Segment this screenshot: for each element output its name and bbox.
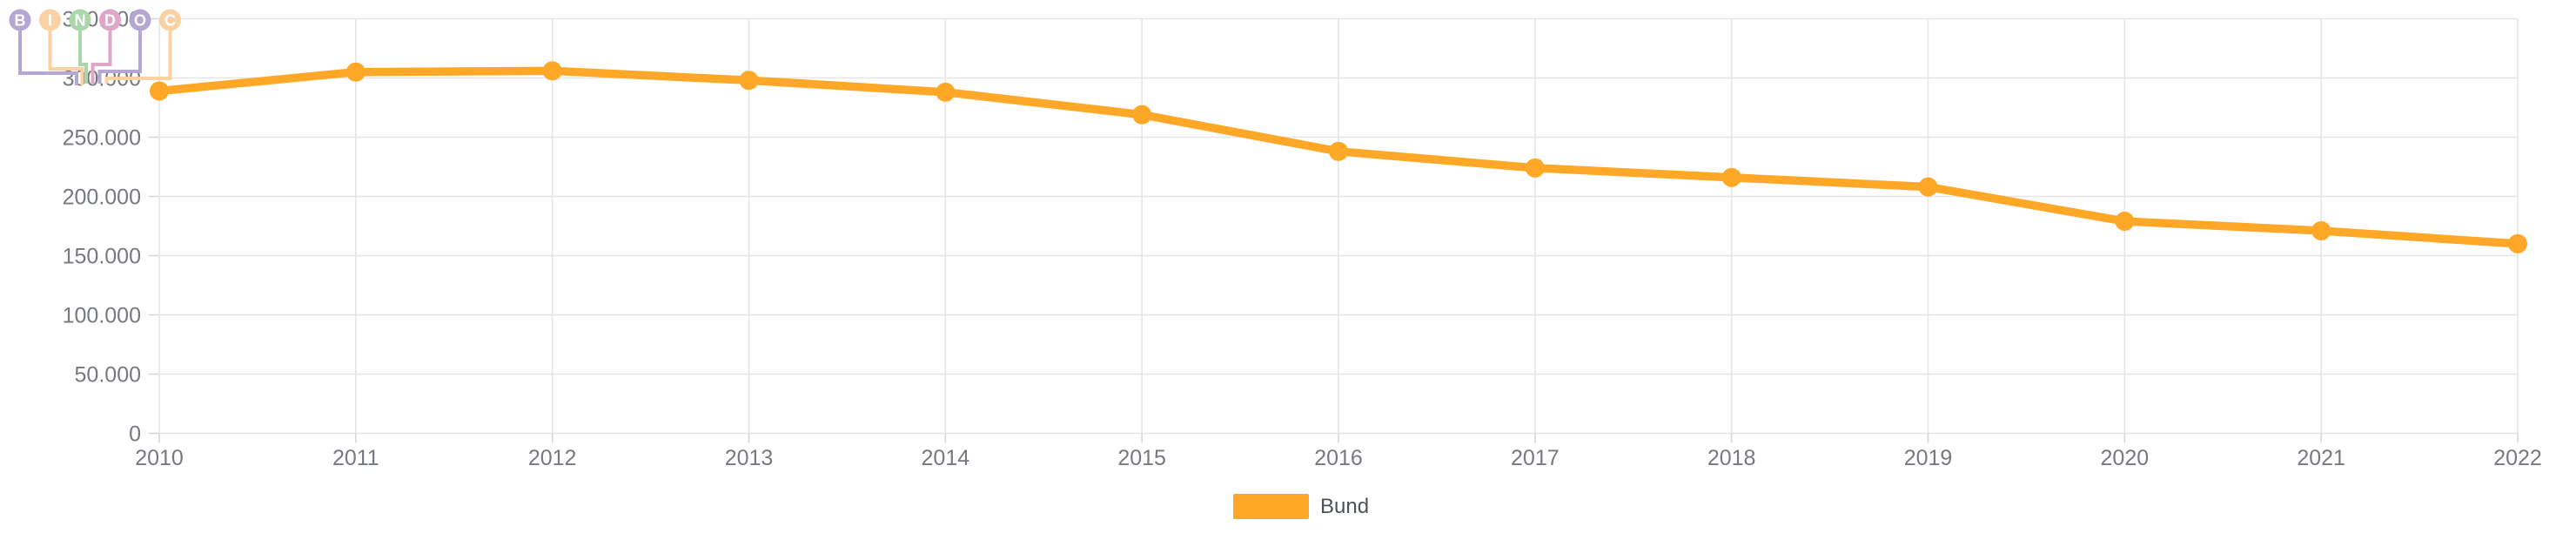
x-axis-label: 2016 xyxy=(1314,446,1363,470)
data-point-2022[interactable] xyxy=(2508,233,2527,253)
x-axis-label: 2011 xyxy=(332,446,379,470)
data-point-2015[interactable] xyxy=(1132,105,1152,125)
x-axis-label: 2022 xyxy=(2493,446,2542,470)
data-point-2012[interactable] xyxy=(542,61,562,81)
data-point-2011[interactable] xyxy=(345,62,366,82)
x-axis-label: 2017 xyxy=(1511,446,1560,470)
x-axis-label: 2018 xyxy=(1707,446,1756,470)
watermark-wire xyxy=(104,30,172,84)
watermark-letter: C xyxy=(164,12,176,30)
data-point-2017[interactable] xyxy=(1525,158,1545,178)
y-axis-label: 100.000 xyxy=(63,304,141,328)
x-axis-label: 2020 xyxy=(2101,446,2150,470)
watermark-circle xyxy=(9,9,31,31)
data-point-2018[interactable] xyxy=(1721,167,1741,187)
watermark-wire xyxy=(91,30,112,84)
watermark-circle xyxy=(39,9,61,31)
watermark-circle xyxy=(69,9,91,31)
watermark-wire xyxy=(78,30,88,84)
watermark-circle xyxy=(129,9,151,31)
data-point-2021[interactable] xyxy=(2311,220,2331,240)
watermark-wire xyxy=(48,30,84,85)
x-axis-label: 2012 xyxy=(528,446,577,470)
watermark-letter: I xyxy=(48,12,52,30)
y-axis-label: 50.000 xyxy=(75,363,141,388)
watermark-circle xyxy=(99,9,121,31)
watermark-letter: D xyxy=(104,12,116,30)
x-axis-label: 2010 xyxy=(135,446,184,470)
legend-label-bund: Bund xyxy=(1320,495,1370,518)
data-point-2010[interactable] xyxy=(150,81,169,101)
watermark-circle xyxy=(159,9,181,31)
x-axis-label: 2021 xyxy=(2297,446,2345,470)
data-point-2020[interactable] xyxy=(2115,212,2135,232)
legend-item-bund[interactable]: Bund xyxy=(1233,494,1369,519)
watermark-letter: N xyxy=(75,12,86,30)
y-axis-label: 150.000 xyxy=(63,245,141,269)
watermark-wire xyxy=(18,30,78,85)
data-point-2013[interactable] xyxy=(739,71,759,91)
y-axis-label: 0 xyxy=(129,422,141,447)
y-axis-label: 250.000 xyxy=(63,126,141,151)
legend-swatch-bund[interactable] xyxy=(1233,494,1309,519)
watermark-letter: B xyxy=(15,12,26,30)
y-axis-label: 200.000 xyxy=(63,186,141,210)
watermark-wire xyxy=(97,30,142,84)
data-point-2016[interactable] xyxy=(1329,141,1348,161)
x-axis-label: 2013 xyxy=(725,446,774,470)
x-axis-label: 2015 xyxy=(1117,446,1166,470)
x-axis-label: 2019 xyxy=(1904,446,1953,470)
data-point-2019[interactable] xyxy=(1918,177,1938,197)
data-point-2014[interactable] xyxy=(936,82,956,102)
x-axis-label: 2014 xyxy=(922,446,970,470)
watermark-letter: O xyxy=(134,12,146,30)
